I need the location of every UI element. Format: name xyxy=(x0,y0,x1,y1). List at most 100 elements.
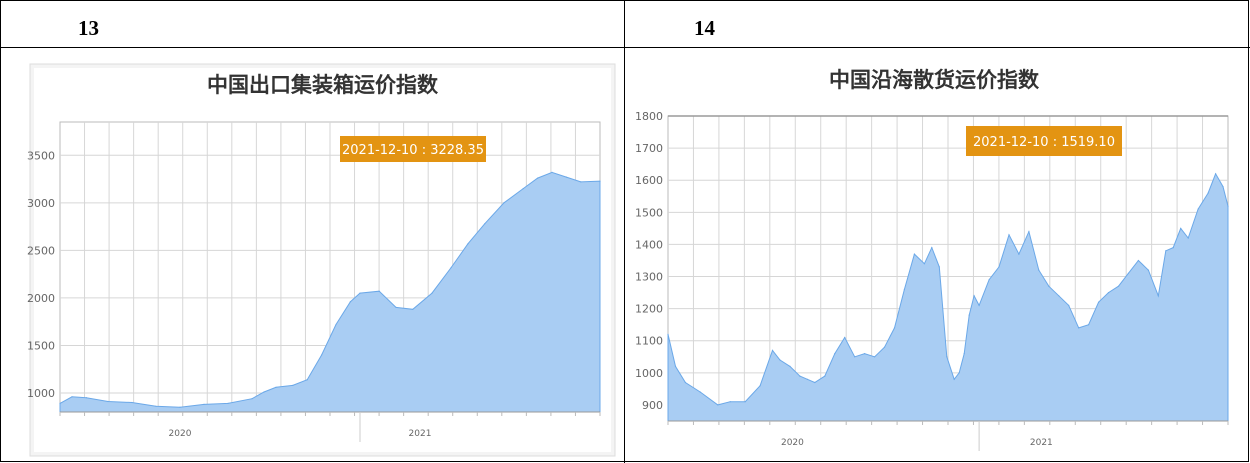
data-point xyxy=(923,263,925,265)
data-point xyxy=(946,356,948,358)
data-point xyxy=(717,404,719,406)
data-point xyxy=(854,356,856,358)
y-tick-label: 2000 xyxy=(27,292,55,305)
data-point xyxy=(537,177,539,179)
data-point xyxy=(1172,247,1174,249)
data-point xyxy=(263,391,265,393)
annotation-box xyxy=(966,126,1122,156)
data-point xyxy=(1187,237,1189,239)
y-tick-label: 1200 xyxy=(635,303,663,316)
data-point xyxy=(59,402,61,404)
data-point xyxy=(359,292,361,294)
data-point xyxy=(806,378,808,380)
y-tick-label: 1800 xyxy=(635,110,663,123)
data-point xyxy=(874,356,876,358)
series-area xyxy=(667,172,1229,422)
figure-number-left: 13 xyxy=(78,16,99,40)
x-tick-label: 2021 xyxy=(409,429,432,439)
data-point xyxy=(844,336,846,339)
data-point xyxy=(1048,285,1050,287)
y-tick-label: 900 xyxy=(642,399,663,412)
data-point xyxy=(1058,295,1060,297)
data-point xyxy=(1068,304,1070,306)
chart-title: 中国沿海散货运价指数 xyxy=(829,68,1040,92)
data-point xyxy=(913,253,915,255)
data-point xyxy=(799,375,801,377)
data-point xyxy=(395,306,397,308)
y-tick-label: 2500 xyxy=(27,244,55,257)
data-point xyxy=(1098,301,1100,303)
x-tick-label: 2021 xyxy=(1030,438,1053,448)
data-point xyxy=(779,359,781,361)
data-point xyxy=(824,375,826,377)
x-tick-label: 2020 xyxy=(169,429,192,439)
data-point xyxy=(1008,234,1010,236)
y-tick-label: 1100 xyxy=(635,335,663,348)
data-point xyxy=(789,365,791,367)
data-point xyxy=(1088,324,1090,326)
annotation-label: 2021-12-10 : 3228.35 xyxy=(342,143,484,158)
data-point xyxy=(580,181,582,183)
table-row-divider xyxy=(0,47,1250,48)
data-point xyxy=(1137,259,1139,262)
data-point xyxy=(227,402,229,404)
data-point xyxy=(275,386,277,388)
data-point xyxy=(306,379,308,381)
data-point xyxy=(565,176,568,178)
data-point xyxy=(883,346,886,348)
y-tick-label: 1000 xyxy=(27,387,55,400)
data-point xyxy=(729,401,731,403)
data-point xyxy=(684,381,686,384)
y-tick-label: 1300 xyxy=(635,271,663,284)
data-point xyxy=(973,295,975,297)
y-tick-label: 1500 xyxy=(635,206,663,219)
data-point xyxy=(759,385,761,387)
annotation-box xyxy=(340,136,486,162)
data-point xyxy=(1038,269,1040,271)
x-tick-label: 2020 xyxy=(781,438,804,448)
data-point xyxy=(467,243,469,245)
data-point xyxy=(155,405,157,407)
data-point xyxy=(450,266,452,269)
y-tick-label: 1700 xyxy=(635,142,663,155)
y-tick-label: 1400 xyxy=(635,238,663,251)
data-point xyxy=(1107,292,1110,294)
data-point xyxy=(1222,186,1224,188)
data-point xyxy=(599,180,601,182)
data-point xyxy=(1227,205,1229,207)
data-point xyxy=(71,396,73,398)
data-point xyxy=(349,301,351,303)
data-point xyxy=(667,333,669,335)
data-point xyxy=(771,349,774,351)
data-point xyxy=(893,327,896,329)
data-point xyxy=(321,354,323,356)
data-point xyxy=(1215,173,1217,175)
data-point xyxy=(1147,269,1149,271)
data-point xyxy=(251,398,253,400)
data-point xyxy=(107,400,109,403)
data-point xyxy=(903,288,905,290)
data-point xyxy=(1165,250,1167,252)
data-point xyxy=(699,391,701,393)
data-point xyxy=(1028,231,1030,233)
data-point xyxy=(958,372,960,374)
data-point xyxy=(931,247,933,249)
data-point xyxy=(1078,327,1080,329)
data-point xyxy=(551,171,553,173)
y-tick-label: 1500 xyxy=(27,339,55,352)
data-point xyxy=(85,397,87,399)
data-point xyxy=(179,406,181,408)
data-point xyxy=(814,381,816,384)
annotation-label: 2021-12-10 : 1519.10 xyxy=(973,135,1115,150)
figure-number-right: 14 xyxy=(694,16,715,40)
chart-coastal-bulk-index: 中国沿海散货运价指数 900 1000 1100 1200 1300 1400 1500 160… xyxy=(635,68,1229,451)
data-point xyxy=(864,353,866,355)
data-point xyxy=(431,292,433,294)
data-point xyxy=(938,266,940,268)
data-point xyxy=(203,403,205,405)
data-point xyxy=(834,353,836,355)
data-point xyxy=(131,401,133,404)
data-point xyxy=(1117,285,1120,287)
data-point xyxy=(978,304,980,306)
data-point xyxy=(1127,272,1129,274)
